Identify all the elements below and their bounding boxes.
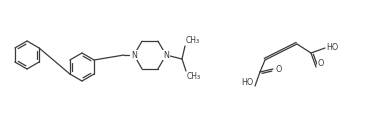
Text: HO: HO: [242, 78, 254, 87]
Text: N: N: [131, 50, 137, 60]
Text: CH₃: CH₃: [186, 36, 200, 45]
Text: HO: HO: [326, 44, 338, 52]
Text: O: O: [275, 64, 282, 74]
Text: O: O: [317, 59, 323, 68]
Text: CH₃: CH₃: [187, 72, 201, 81]
Text: N: N: [163, 50, 169, 60]
